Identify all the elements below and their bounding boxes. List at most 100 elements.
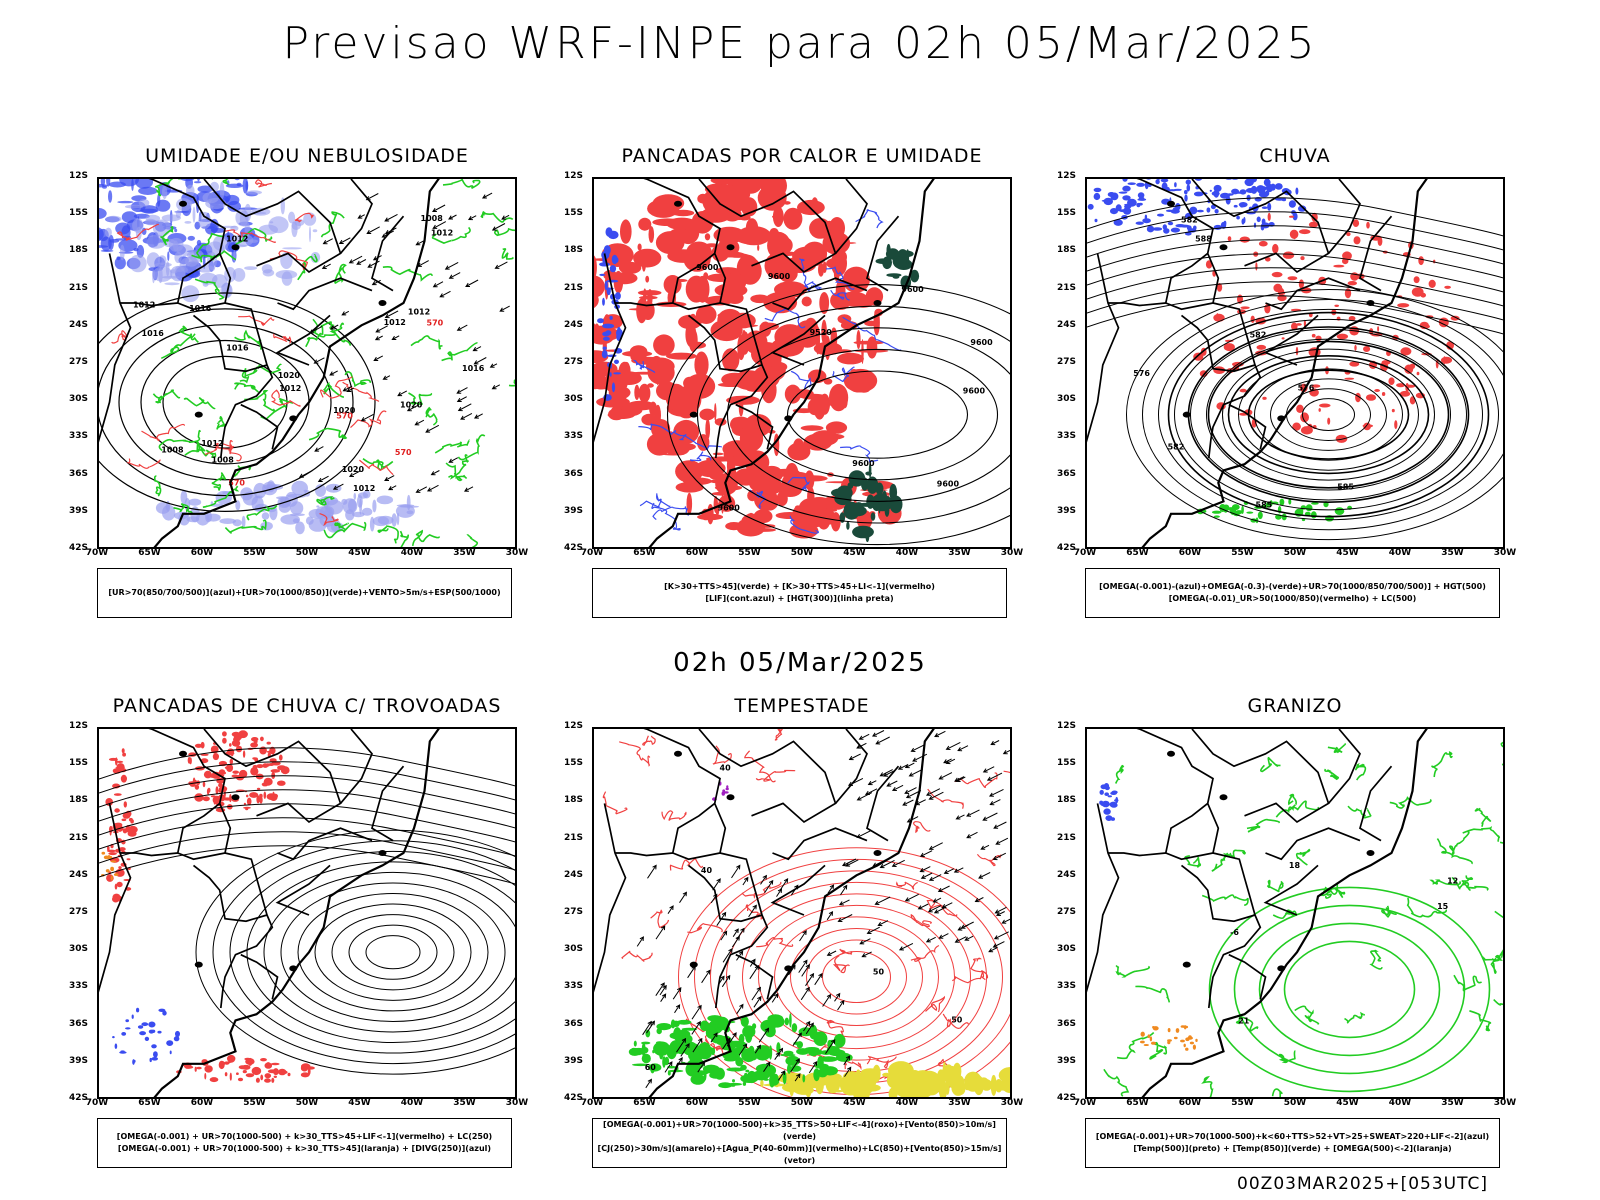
lat-tick-label: 39S bbox=[69, 505, 89, 516]
lon-tick-label: 40W bbox=[895, 1098, 919, 1108]
contour-label: 1016 bbox=[189, 304, 212, 313]
lat-tick-label: 24S bbox=[69, 869, 89, 880]
lat-tick-label: 30S bbox=[564, 394, 584, 405]
legend-granizo: [OMEGA(-0.001)+UR>70(1000-500)+k<60+TTS>… bbox=[1085, 1118, 1500, 1168]
lon-tick-label: 55W bbox=[1231, 1098, 1254, 1108]
lat-tick-label: 12S bbox=[1057, 171, 1077, 181]
lon-tick-label: 70W bbox=[85, 1098, 109, 1108]
lon-tick-label: 70W bbox=[1073, 548, 1097, 558]
map-plot-granizo: 21 18 15 12 -6 bbox=[1087, 729, 1503, 1097]
lat-tick-label: 42S bbox=[564, 543, 584, 553]
contour-label: 570 bbox=[427, 319, 444, 328]
lon-tick-label: 45W bbox=[348, 1098, 371, 1108]
lon-tick-label: 55W bbox=[243, 548, 266, 558]
lat-tick-label: 21S bbox=[1057, 832, 1077, 843]
panel-title-chuva: CHUVA bbox=[1259, 145, 1331, 167]
lat-tick-label: 36S bbox=[1057, 1018, 1077, 1029]
contour-label: 582 bbox=[1250, 331, 1267, 340]
lat-tick-label: 36S bbox=[564, 468, 584, 479]
lat-tick-label: 39S bbox=[69, 1055, 89, 1066]
lon-tick-label: 50W bbox=[790, 1098, 814, 1108]
lat-tick-label: 15S bbox=[69, 758, 89, 769]
lat-tick-label: 42S bbox=[1057, 1093, 1077, 1103]
lat-tick-label: 21S bbox=[69, 832, 89, 843]
lat-tick-label: 36S bbox=[564, 1018, 584, 1029]
lat-tick-label: 15S bbox=[564, 758, 584, 769]
legend-line: [UR>70(850/700/500)](azul)+[UR>70(1000/8… bbox=[108, 588, 501, 597]
lat-tick-label: 12S bbox=[564, 171, 584, 181]
contour-label: 1012 bbox=[226, 235, 248, 244]
lat-tick-label: 33S bbox=[564, 981, 584, 992]
lon-tick-label: 40W bbox=[1388, 548, 1412, 558]
lat-tick-label: 36S bbox=[1057, 468, 1077, 479]
contour-label: 1008 bbox=[161, 446, 184, 455]
contour-label: -6 bbox=[1230, 928, 1239, 937]
lat-tick-label: 24S bbox=[1057, 319, 1077, 330]
lon-tick-label: 45W bbox=[348, 548, 371, 558]
lon-tick-label: 30W bbox=[1000, 548, 1024, 558]
lon-tick-label: 40W bbox=[1388, 1098, 1412, 1108]
legend-line: [LIF](cont.azul) + [HGT(300)](linha pret… bbox=[705, 594, 894, 603]
contour-label: 1016 bbox=[462, 364, 485, 373]
legend-chuva: [OMEGA(-0.001)-(azul)+OMEGA(-0.3)-(verde… bbox=[1085, 568, 1500, 618]
lat-tick-label: 24S bbox=[69, 319, 89, 330]
legend-line: [OMEGA(-0.001)-(azul)+OMEGA(-0.3)-(verde… bbox=[1099, 582, 1486, 591]
contour-label: 582 bbox=[1181, 216, 1198, 225]
lat-tick-label: 30S bbox=[1057, 944, 1077, 955]
contour-label: 60 bbox=[645, 1063, 657, 1072]
lat-tick-label: 42S bbox=[69, 1093, 89, 1103]
lat-tick-label: 27S bbox=[564, 357, 584, 367]
lon-tick-label: 35W bbox=[948, 548, 971, 558]
lat-tick-label: 27S bbox=[564, 907, 584, 917]
lat-tick-label: 15S bbox=[69, 208, 89, 219]
map-pancadas-calor-umidade: 9600 9600 9600 9600 9600 9600 9520 9600 9600 bbox=[592, 177, 1012, 549]
lat-tick-label: 21S bbox=[69, 282, 89, 293]
lat-tick-label: 12S bbox=[1057, 721, 1077, 731]
legend-line: [OMEGA(-0.001) + UR>70(1000-500) + k>30_… bbox=[116, 1132, 493, 1141]
lon-tick-label: 30W bbox=[505, 1098, 529, 1108]
lat-tick-label: 36S bbox=[69, 1018, 89, 1029]
contour-label: 9600 bbox=[970, 338, 993, 347]
contour-label: 18 bbox=[1289, 861, 1301, 870]
lon-tick-label: 60W bbox=[685, 1098, 709, 1108]
contour-label: 1012 bbox=[201, 439, 223, 448]
lon-tick-label: 65W bbox=[1126, 1098, 1149, 1108]
lon-tick-label: 65W bbox=[138, 1098, 161, 1108]
map-plot-pancadas-calor-umidade: 9600 9600 9600 9600 9600 9600 9520 9600 9600 bbox=[594, 179, 1010, 547]
lat-tick-label: 39S bbox=[564, 505, 584, 516]
lat-tick-label: 21S bbox=[1057, 282, 1077, 293]
lat-tick-label: 33S bbox=[69, 981, 89, 992]
main-title: Previsao WRF-INPE para 02h 05/Mar/2025 bbox=[282, 18, 1318, 69]
lat-tick-label: 30S bbox=[1057, 394, 1077, 405]
lon-tick-label: 40W bbox=[400, 548, 424, 558]
contour-label: 1016 bbox=[226, 343, 249, 352]
lon-tick-label: 30W bbox=[1493, 1098, 1517, 1108]
contour-label: 9600 bbox=[937, 480, 960, 489]
lon-tick-label: 65W bbox=[633, 1098, 656, 1108]
lat-tick-label: 15S bbox=[1057, 758, 1077, 769]
lat-tick-label: 12S bbox=[69, 171, 89, 181]
lon-tick-label: 65W bbox=[138, 548, 161, 558]
lat-tick-label: 33S bbox=[69, 431, 89, 442]
lat-tick-label: 30S bbox=[69, 394, 89, 405]
panel-title-granizo: GRANIZO bbox=[1247, 695, 1343, 717]
contour-label: 582 bbox=[1168, 443, 1185, 452]
contour-label: 40 bbox=[701, 866, 713, 875]
lat-tick-label: 18S bbox=[564, 795, 584, 806]
lon-tick-label: 45W bbox=[843, 1098, 866, 1108]
lat-tick-label: 33S bbox=[564, 431, 584, 442]
contour-label: 1016 bbox=[142, 329, 165, 338]
lat-tick-label: 24S bbox=[564, 869, 584, 880]
lat-tick-label: 42S bbox=[1057, 543, 1077, 553]
panel-title-umidade-nebulosidade: UMIDADE E/OU NEBULOSIDADE bbox=[145, 145, 469, 167]
contour-label: 9520 bbox=[810, 328, 833, 337]
lon-tick-label: 50W bbox=[1283, 1098, 1307, 1108]
lat-tick-label: 12S bbox=[564, 721, 584, 731]
legend-line: [OMEGA(-0.001)+UR>70(1000-500)+k<60+TTS>… bbox=[1095, 1132, 1490, 1141]
lat-tick-label: 18S bbox=[1057, 795, 1077, 806]
legend-pancadas-calor-umidade: [K>30+TTS>45](verde) + [K>30+TTS>45+LI<-… bbox=[592, 568, 1007, 618]
contour-label: 9600 bbox=[901, 285, 924, 294]
lat-tick-label: 18S bbox=[1057, 245, 1077, 256]
lon-tick-label: 45W bbox=[1336, 548, 1359, 558]
